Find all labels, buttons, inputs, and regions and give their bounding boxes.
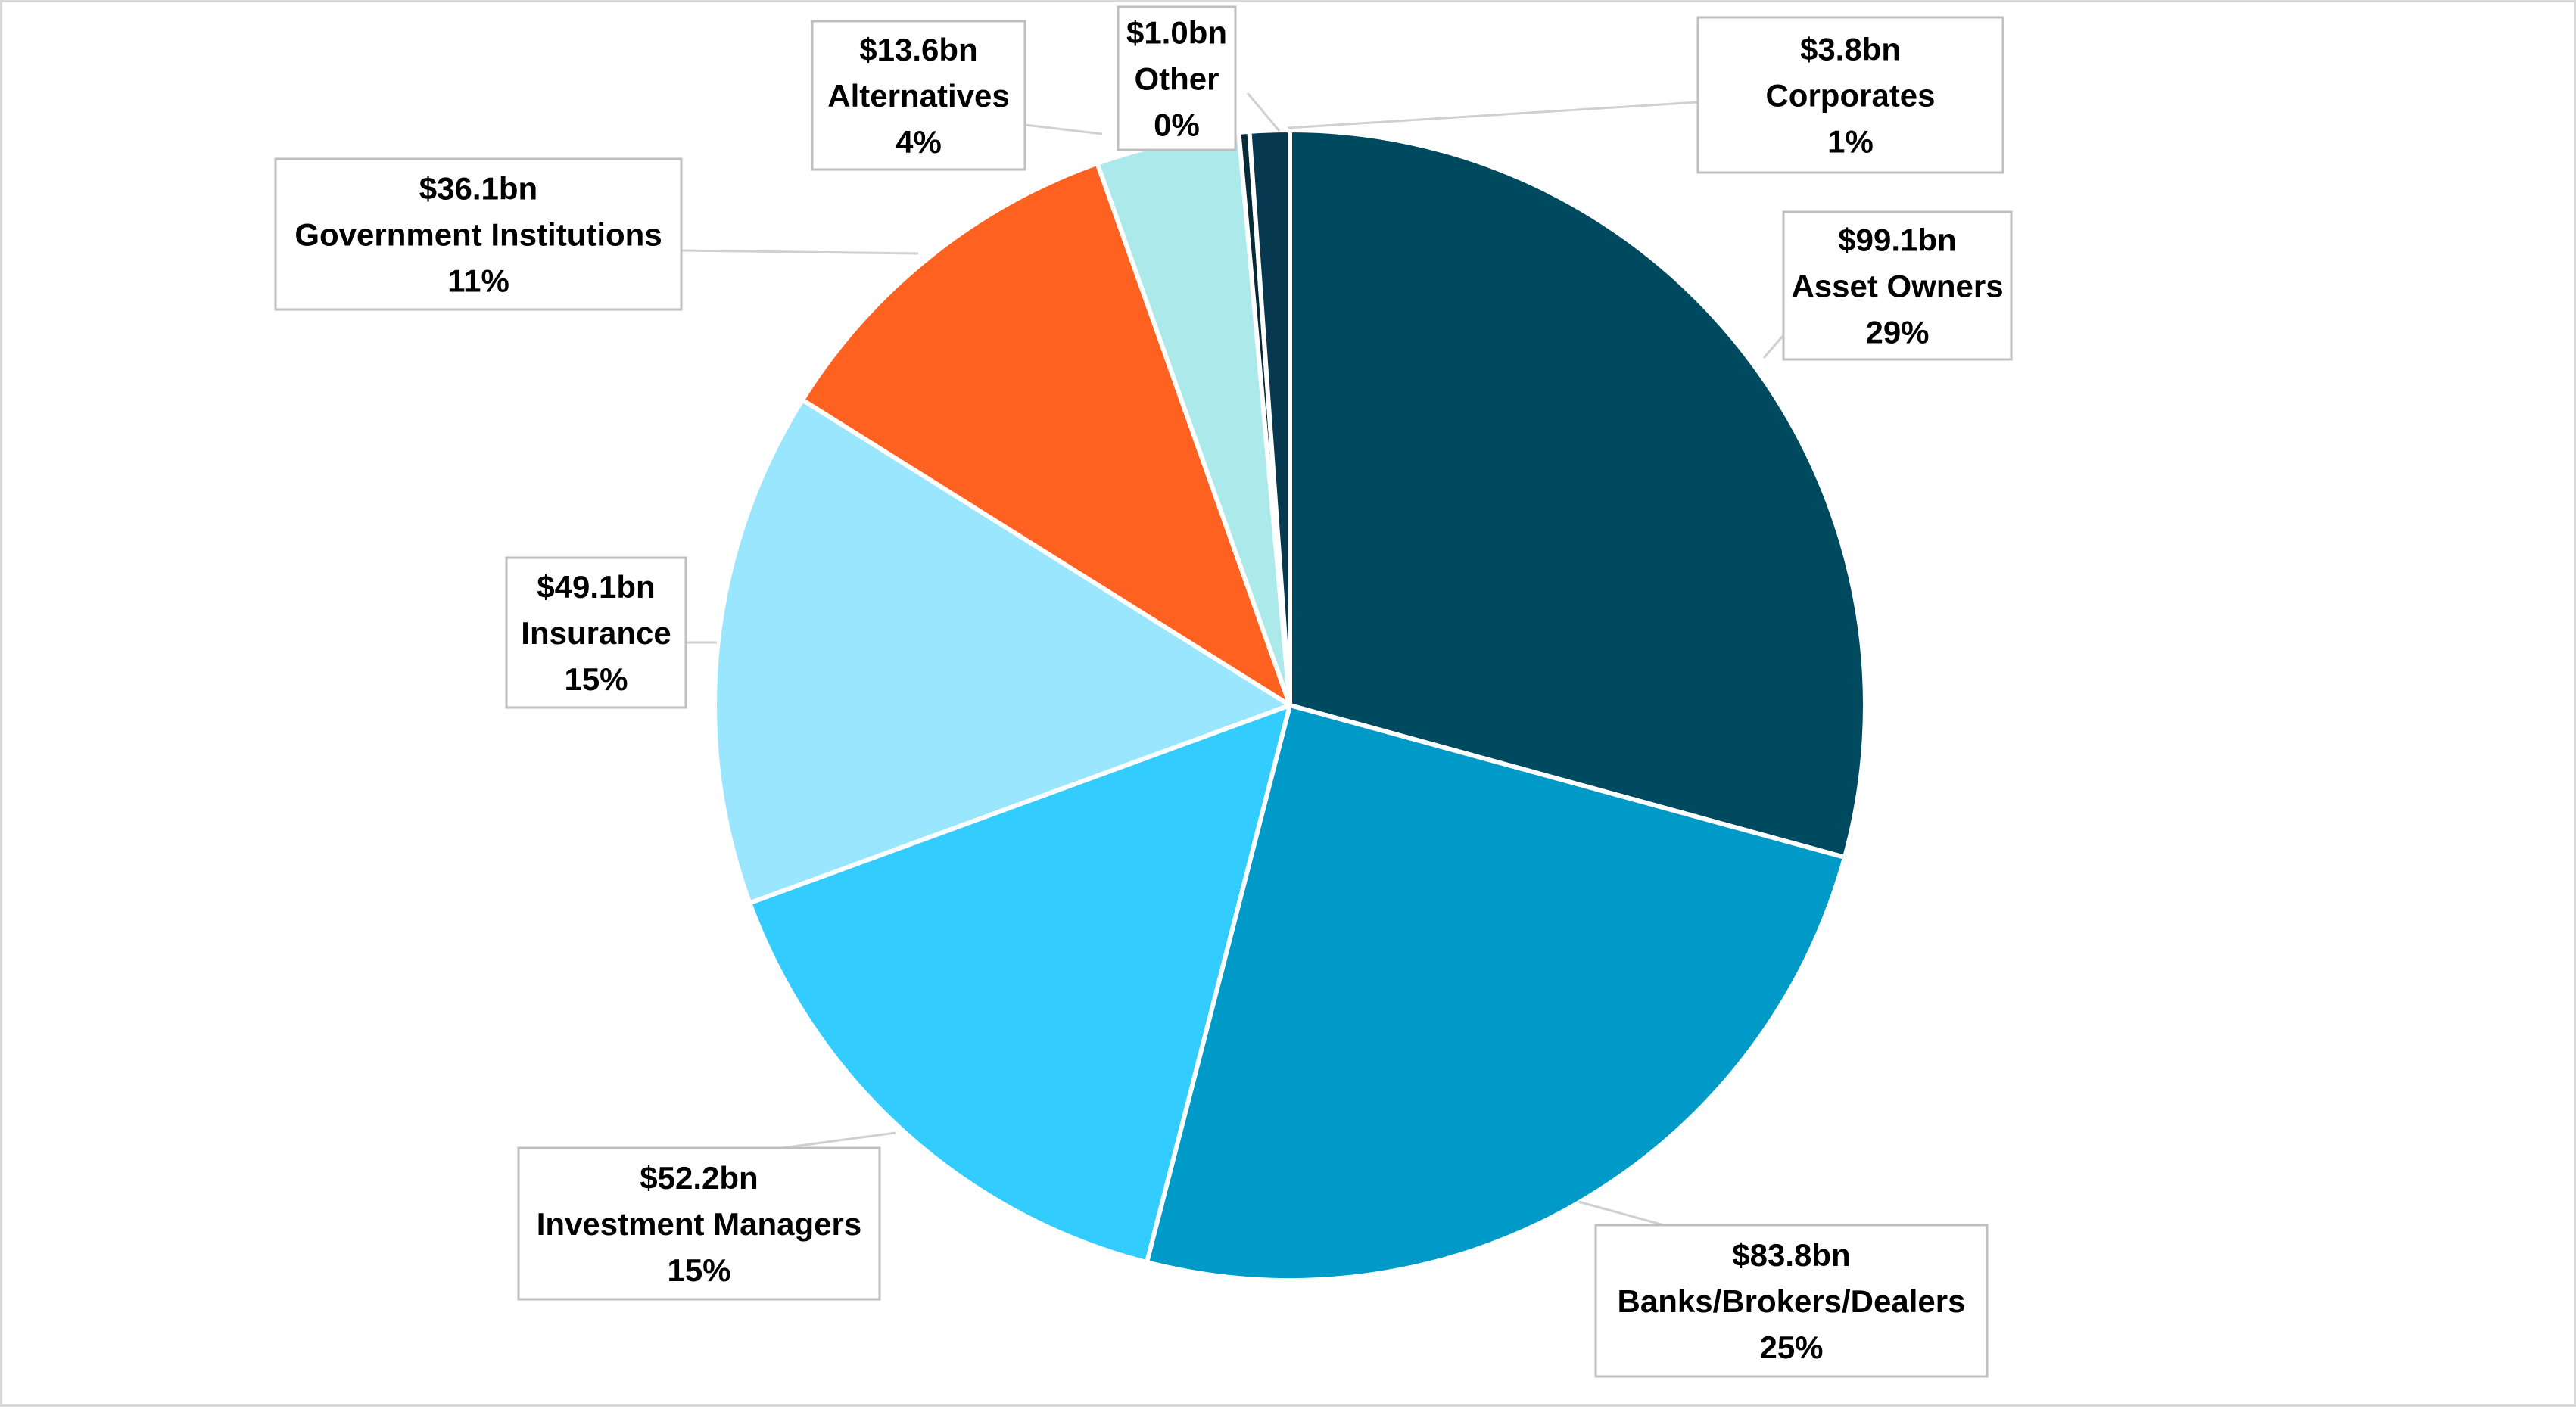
data-label-pct: 1% bbox=[1827, 124, 1874, 160]
pie-slice-insurance bbox=[712, 397, 1292, 906]
data-label-label: Other bbox=[1134, 61, 1219, 97]
leader-line-other bbox=[1246, 92, 1281, 132]
data-label-amount: $83.8bn bbox=[1732, 1237, 1850, 1273]
leader-line-alternatives bbox=[1023, 123, 1103, 146]
data-label-label: Corporates bbox=[1765, 78, 1935, 114]
callout-box bbox=[505, 556, 687, 709]
callout-box bbox=[1782, 210, 2013, 361]
pie-slice-government-institutions bbox=[799, 160, 1292, 708]
callout-box bbox=[811, 20, 1026, 171]
callout-alternatives: $13.6bn Alternatives 4% bbox=[811, 20, 1026, 171]
data-label-label: Asset Owners bbox=[1791, 269, 2003, 304]
callout-government-institutions: $36.1bn Government Institutions 11% bbox=[274, 157, 683, 311]
leader-line-investment-managers bbox=[781, 1131, 896, 1149]
callout-box bbox=[517, 1146, 881, 1301]
data-label-pct: 25% bbox=[1759, 1330, 1823, 1365]
callout-box bbox=[1117, 5, 1237, 151]
pie-slice-asset-owners bbox=[1288, 128, 1867, 860]
data-label-amount: $49.1bn bbox=[537, 569, 655, 605]
data-label-amount: $13.6bn bbox=[859, 32, 977, 67]
pie-slices bbox=[712, 128, 1867, 1283]
data-label-amount: $36.1bn bbox=[419, 171, 537, 207]
data-label-pct: 11% bbox=[447, 263, 509, 299]
data-label-label: Alternatives bbox=[827, 78, 1009, 114]
callout-box bbox=[1594, 1224, 1989, 1378]
callout-box bbox=[274, 157, 683, 311]
data-label-amount: $1.0bn bbox=[1126, 15, 1227, 51]
data-label-amount: $3.8bn bbox=[1800, 32, 1901, 67]
callout-other: $1.0bn Other 0% bbox=[1117, 5, 1237, 151]
leader-line-corporates bbox=[1287, 101, 1699, 129]
data-label-amount: $99.1bn bbox=[1838, 222, 1956, 258]
data-label-label: Insurance bbox=[521, 615, 671, 651]
pie-slice-investment-managers bbox=[747, 703, 1292, 1265]
data-label-label: Government Institutions bbox=[294, 217, 662, 253]
data-label-pct: 15% bbox=[667, 1252, 730, 1288]
data-label-label: Banks/Brokers/Dealers bbox=[1618, 1283, 1966, 1319]
data-label-callouts: $99.1bn Asset Owners 29% $83.8bn Banks/Broke… bbox=[274, 5, 2013, 1378]
leader-line-banks-brokers-dealers bbox=[1578, 1200, 1665, 1227]
data-label-pct: 0% bbox=[1154, 107, 1200, 143]
leader-line-asset-owners bbox=[1762, 334, 1785, 359]
data-label-pct: 15% bbox=[564, 661, 628, 697]
data-label-pct: 4% bbox=[896, 124, 942, 160]
leader-line-government-institutions bbox=[680, 249, 919, 279]
callout-asset-owners: $99.1bn Asset Owners 29% bbox=[1782, 210, 2013, 361]
pie-slice-corporates bbox=[1247, 128, 1292, 708]
data-label-amount: $52.2bn bbox=[640, 1160, 758, 1196]
callout-insurance: $49.1bn Insurance 15% bbox=[505, 556, 687, 709]
data-label-pct: 29% bbox=[1865, 315, 1929, 350]
callout-banks-brokers-dealers: $83.8bn Banks/Brokers/Dealers 25% bbox=[1594, 1224, 1989, 1378]
callout-investment-managers: $52.2bn Investment Managers 15% bbox=[517, 1146, 881, 1301]
data-label-label: Investment Managers bbox=[537, 1206, 861, 1242]
callout-corporates: $3.8bn Corporates 1% bbox=[1696, 16, 2004, 174]
callout-box bbox=[1696, 16, 2004, 174]
